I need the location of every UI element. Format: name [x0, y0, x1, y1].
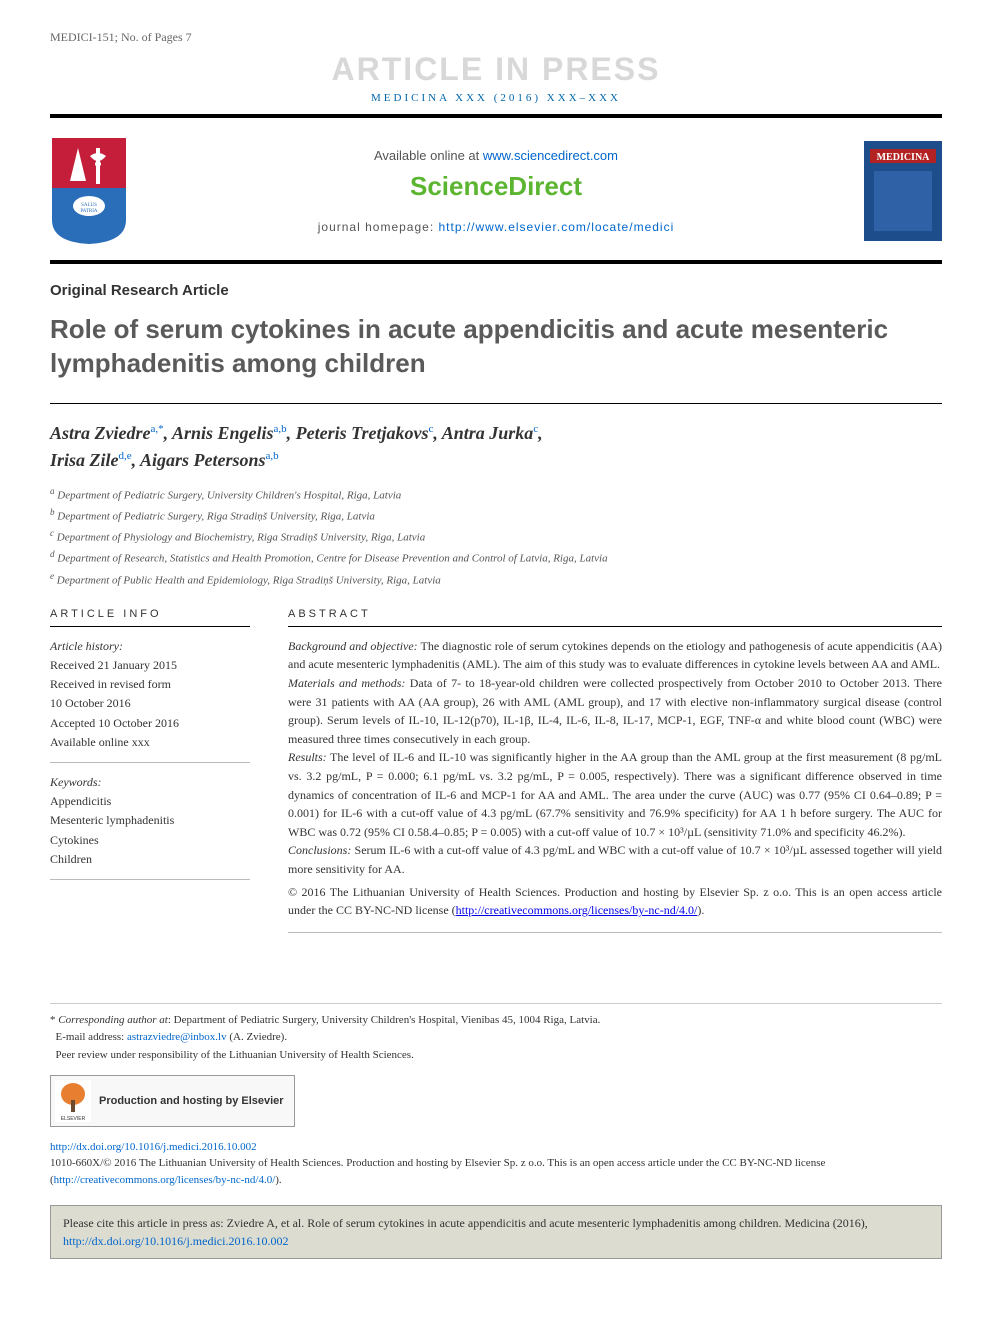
author: Irisa Ziled,e: [50, 450, 132, 470]
badge-text: Production and hosting by Elsevier: [99, 1095, 284, 1107]
article-info-header: ARTICLE INFO: [50, 608, 250, 627]
article-title: Role of serum cytokines in acute appendi…: [50, 313, 942, 381]
citation-doi-link[interactable]: http://dx.doi.org/10.1016/j.medici.2016.…: [63, 1234, 288, 1248]
keywords: Keywords: Appendicitis Mesenteric lympha…: [50, 773, 250, 869]
footer-license: 1010-660X/© 2016 The Lithuanian Universi…: [50, 1155, 942, 1189]
corresponding-author: * Corresponding author at: Department of…: [50, 1003, 942, 1065]
institution-shield-icon: SALUS PATRIA: [50, 136, 128, 246]
citation-box: Please cite this article in press as: Zv…: [50, 1205, 942, 1259]
affiliation: b Department of Pediatric Surgery, Riga …: [50, 505, 942, 526]
journal-cover-icon: MEDICINA: [864, 141, 942, 241]
doi: http://dx.doi.org/10.1016/j.medici.2016.…: [50, 1141, 942, 1153]
affiliation: d Department of Research, Statistics and…: [50, 547, 942, 568]
article-history: Article history: Received 21 January 201…: [50, 637, 250, 752]
author: Peteris Tretjakovsc: [296, 423, 434, 443]
doc-id: MEDICI-151; No. of Pages 7: [50, 30, 192, 45]
license-link[interactable]: http://creativecommons.org/licenses/by-n…: [456, 903, 698, 917]
author: Antra Jurkac: [442, 423, 538, 443]
elsevier-badge: ELSEVIER Production and hosting by Elsev…: [50, 1075, 295, 1127]
journal-header: SALUS PATRIA Available online at www.sci…: [50, 114, 942, 264]
affiliations: a Department of Pediatric Surgery, Unive…: [50, 484, 942, 590]
available-online: Available online at www.sciencedirect.co…: [128, 148, 864, 163]
svg-text:SALUS: SALUS: [81, 203, 97, 208]
author-list: Astra Zviedrea,*, Arnis Engelisa,b, Pete…: [50, 420, 942, 474]
author-email-link[interactable]: astrazviedre@inbox.lv: [127, 1031, 227, 1043]
top-bar: MEDICI-151; No. of Pages 7: [50, 30, 942, 45]
svg-text:ELSEVIER: ELSEVIER: [61, 1116, 86, 1122]
abstract-bottom-rule: [288, 932, 942, 933]
divider: [50, 403, 942, 404]
affiliation: e Department of Public Health and Epidem…: [50, 569, 942, 590]
abstract-body: Background and objective: The diagnostic…: [288, 637, 942, 879]
doi-link[interactable]: http://dx.doi.org/10.1016/j.medici.2016.…: [50, 1141, 257, 1153]
article-type: Original Research Article: [50, 282, 942, 299]
author: Astra Zviedrea,*: [50, 423, 164, 443]
author: Aigars Petersonsa,b: [140, 450, 279, 470]
svg-text:MEDICINA: MEDICINA: [877, 152, 931, 163]
affiliation: c Department of Physiology and Biochemis…: [50, 526, 942, 547]
elsevier-tree-icon: ELSEVIER: [55, 1080, 91, 1122]
footer-license-link[interactable]: http://creativecommons.org/licenses/by-n…: [54, 1174, 276, 1186]
sciencedirect-link[interactable]: www.sciencedirect.com: [483, 148, 618, 163]
sciencedirect-logo: ScienceDirect: [128, 171, 864, 202]
journal-homepage: journal homepage: http://www.elsevier.co…: [128, 220, 864, 234]
watermark: ARTICLE IN PRESS: [50, 51, 942, 88]
info-separator: [50, 879, 250, 880]
affiliation: a Department of Pediatric Surgery, Unive…: [50, 484, 942, 505]
abstract-header: ABSTRACT: [288, 608, 942, 627]
journal-ref: MEDICINA XXX (2016) XXX–XXX: [50, 92, 942, 104]
info-separator: [50, 762, 250, 763]
author: Arnis Engelisa,b: [172, 423, 287, 443]
homepage-link[interactable]: http://www.elsevier.com/locate/medici: [439, 220, 675, 234]
svg-text:PATRIA: PATRIA: [80, 209, 97, 214]
abstract-copyright: © 2016 The Lithuanian University of Heal…: [288, 883, 942, 920]
